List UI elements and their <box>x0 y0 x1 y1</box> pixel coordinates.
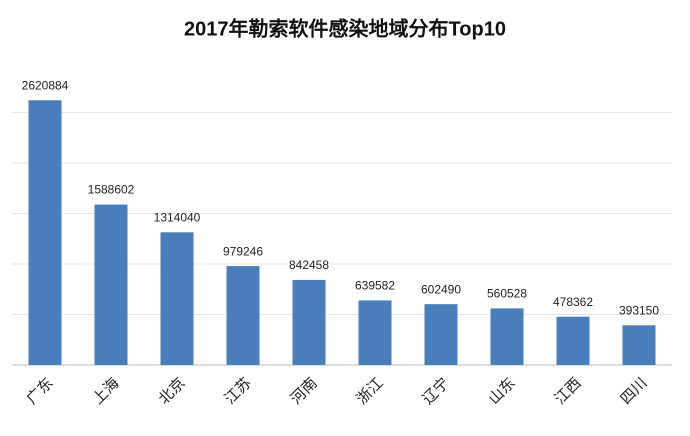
x-tick-label: 四川 <box>617 375 650 408</box>
value-label: 560528 <box>487 287 527 301</box>
value-label: 1588602 <box>88 183 135 197</box>
x-tick-label: 浙江 <box>353 375 386 408</box>
value-label: 478362 <box>553 295 593 309</box>
x-tick-label: 江苏 <box>221 375 254 408</box>
bar <box>94 204 128 365</box>
bar <box>292 279 326 365</box>
x-tick-label: 北京 <box>155 375 188 408</box>
x-tick-label: 广东 <box>23 375 56 408</box>
bar <box>622 325 656 365</box>
chart-title: 2017年勒索软件感染地域分布Top10 <box>184 16 506 40</box>
value-label: 602490 <box>421 282 461 296</box>
bar <box>160 232 194 365</box>
value-label: 1314040 <box>154 210 201 224</box>
x-tick-label: 辽宁 <box>419 375 452 408</box>
value-label: 393150 <box>619 303 659 317</box>
bar <box>358 300 392 365</box>
bar <box>28 100 62 366</box>
x-tick-label: 江西 <box>551 375 584 408</box>
value-label: 2620884 <box>22 78 69 92</box>
bar <box>226 266 260 365</box>
x-tick-label: 山东 <box>485 375 518 408</box>
bar <box>556 316 590 365</box>
x-tick-label: 上海 <box>89 375 122 408</box>
value-label: 639582 <box>355 279 395 293</box>
bar <box>490 308 524 365</box>
value-label: 979246 <box>223 244 263 258</box>
x-tick-label: 河南 <box>287 375 320 408</box>
value-label: 842458 <box>289 258 329 272</box>
bar <box>424 304 458 365</box>
